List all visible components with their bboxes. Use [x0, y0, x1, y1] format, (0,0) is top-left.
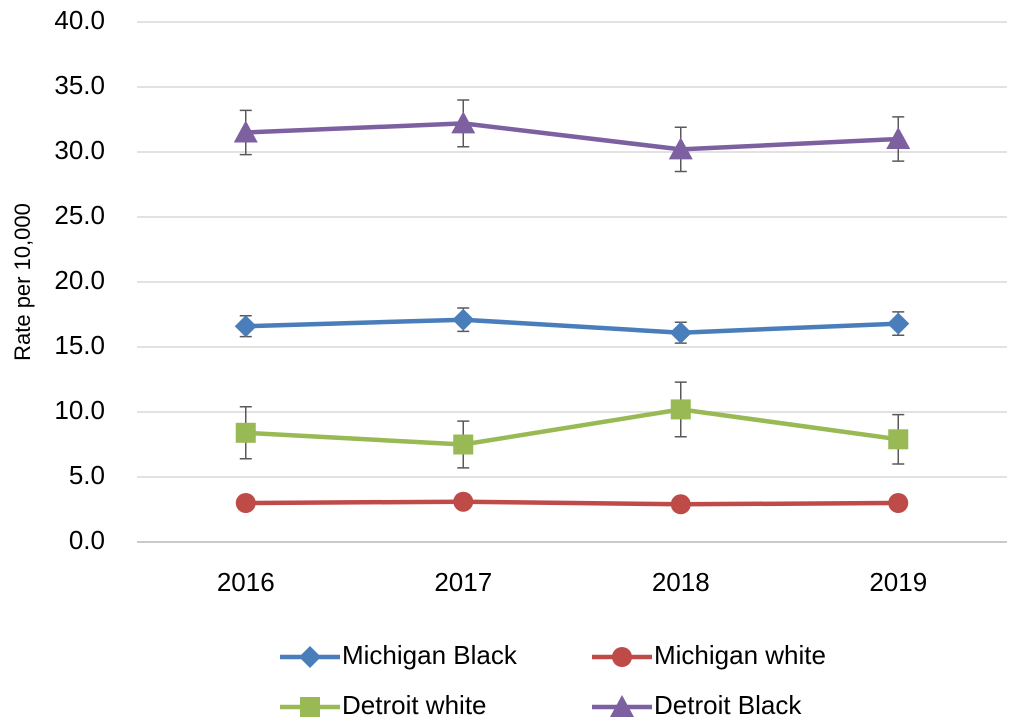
y-tick-label: 15.0 [54, 330, 105, 360]
series-line [245, 121, 899, 152]
legend-label: Detroit white [342, 690, 487, 720]
legend-label: Detroit Black [654, 690, 802, 720]
legend-marker [612, 647, 632, 667]
y-axis-label: Rate per 10,000 [10, 203, 35, 361]
series-line [245, 499, 899, 507]
legend-marker [299, 646, 321, 668]
series-line [245, 317, 899, 335]
legend-marker [300, 697, 320, 717]
x-tick-label: 2016 [217, 567, 275, 597]
data-point [235, 422, 256, 443]
y-tick-label: 10.0 [54, 395, 105, 425]
data-point [235, 493, 256, 513]
y-tick-label: 5.0 [69, 460, 105, 490]
x-tick-label: 2017 [434, 567, 492, 597]
data-point [670, 494, 691, 515]
data-point [452, 308, 475, 331]
y-tick-label: 20.0 [54, 265, 105, 295]
data-point [670, 399, 691, 420]
y-tick-label: 30.0 [54, 135, 105, 165]
data-point [668, 137, 693, 160]
data-point [886, 127, 911, 149]
data-point [233, 120, 258, 143]
y-tick-label: 35.0 [54, 70, 105, 100]
data-point [888, 429, 909, 450]
legend-label: Michigan Black [342, 640, 518, 670]
x-tick-label: 2019 [869, 567, 927, 597]
y-tick-label: 25.0 [54, 200, 105, 230]
data-point [887, 312, 910, 335]
data-point [451, 111, 476, 134]
data-point [453, 491, 474, 512]
legend-label: Michigan white [654, 640, 826, 670]
data-point [453, 434, 474, 455]
legend-marker [610, 695, 634, 717]
data-point [234, 315, 257, 338]
series-line [245, 407, 899, 447]
data-point [888, 493, 909, 513]
y-tick-label: 40.0 [54, 5, 105, 35]
y-tick-label: 0.0 [69, 525, 105, 555]
data-point [669, 321, 692, 344]
x-tick-label: 2018 [652, 567, 710, 597]
